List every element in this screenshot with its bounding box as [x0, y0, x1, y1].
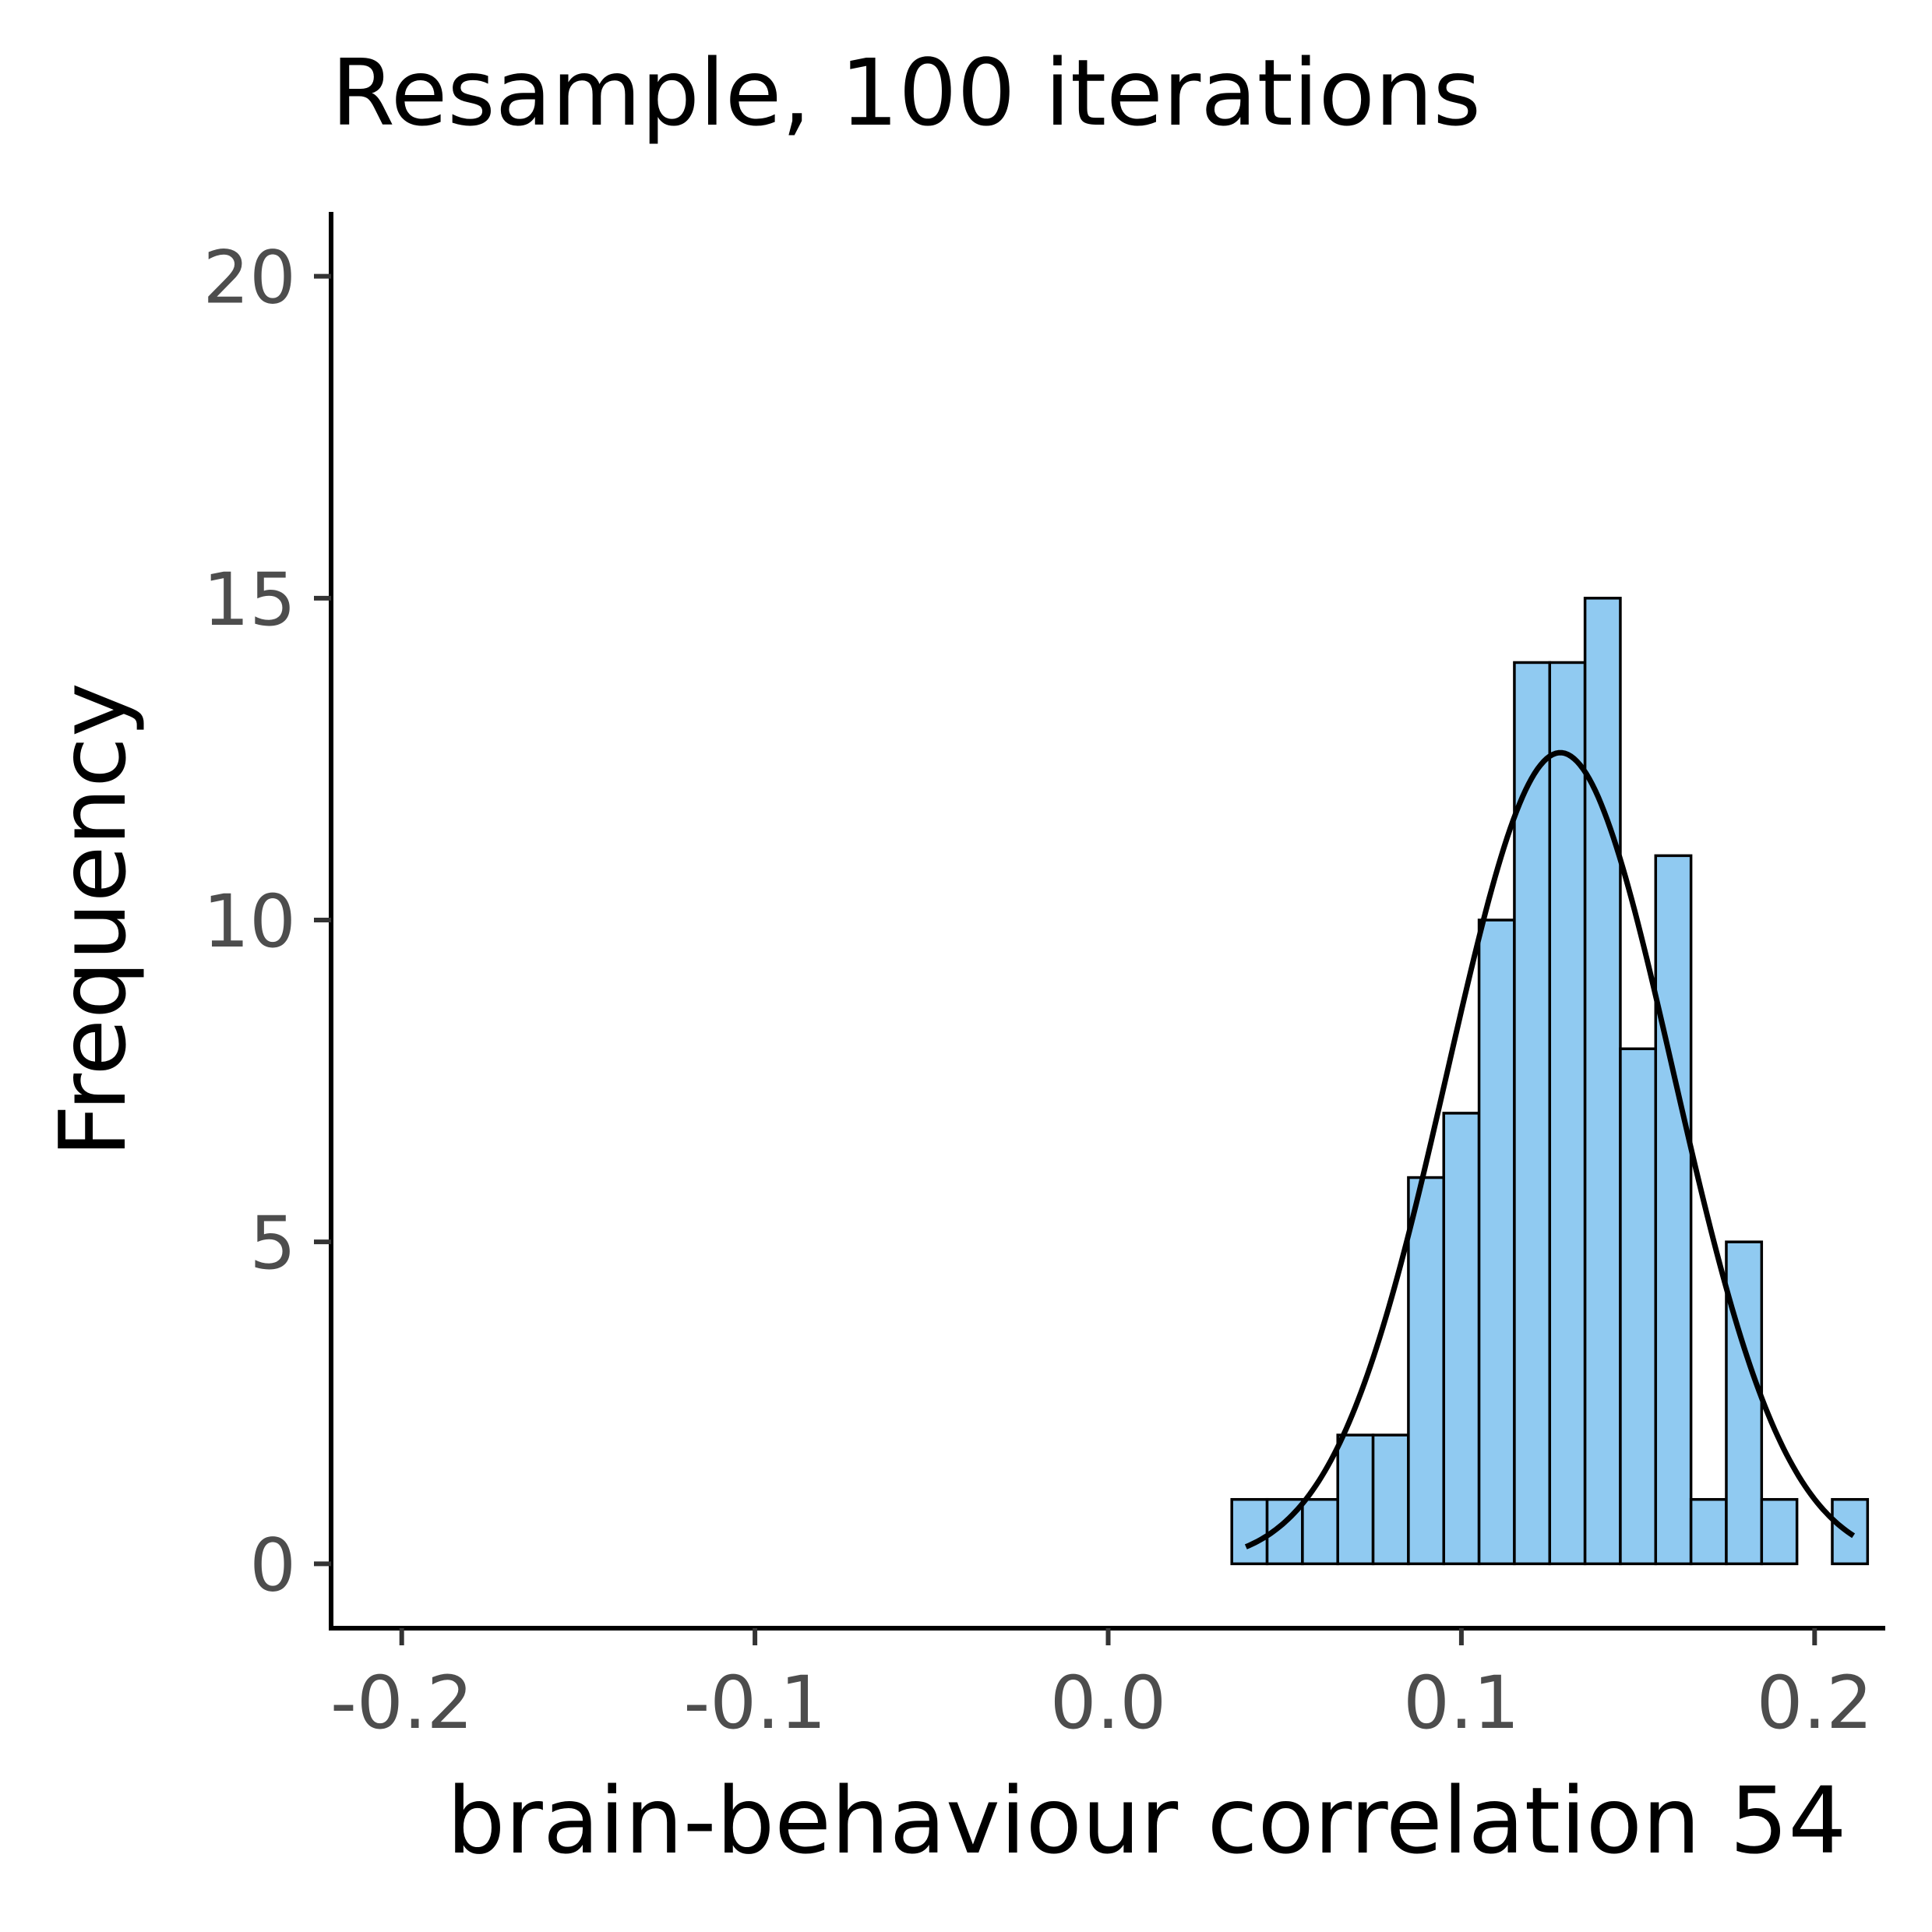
normal-fit-curve: [1244, 749, 1856, 1549]
y-tick-label-3: 15: [203, 558, 296, 643]
y-ticks-group: 0 5 10 15 20: [203, 236, 331, 1608]
x-ticks-group: -0.2 -0.1 0.0 0.1 0.2: [330, 1628, 1873, 1746]
y-tick-label-0: 0: [249, 1523, 296, 1608]
bars-group: [1230, 597, 1870, 1566]
histogram-bar-8: [1513, 661, 1552, 1566]
y-tick-label-4: 20: [203, 236, 296, 321]
histogram-bar-11: [1619, 1047, 1658, 1566]
y-tick-label-2: 10: [203, 880, 296, 964]
histogram-bar-3: [1336, 1433, 1375, 1566]
histogram-bar-0: [1230, 1497, 1269, 1566]
histogram-bar-4: [1371, 1433, 1410, 1566]
x-axis-label: brain-behaviour correlation 54: [447, 1767, 1847, 1874]
x-tick-label-4: 0.2: [1757, 1661, 1874, 1746]
histogram-bar-14: [1725, 1240, 1764, 1566]
histogram-bar-9: [1548, 661, 1587, 1566]
x-tick-label-0: -0.2: [330, 1661, 473, 1746]
histogram-bar-7: [1477, 918, 1516, 1566]
chart-title: Resample, 100 iterations: [331, 39, 1481, 146]
histogram-bar-12: [1654, 854, 1693, 1566]
x-tick-label-2: 0.0: [1050, 1661, 1167, 1746]
y-axis-label: Frequency: [39, 682, 146, 1158]
y-tick-label-1: 5: [249, 1201, 296, 1286]
histogram-bar-10: [1583, 597, 1622, 1566]
histogram-bar-6: [1442, 1112, 1481, 1566]
x-tick-label-1: -0.1: [683, 1661, 826, 1746]
histogram-bar-5: [1407, 1176, 1445, 1566]
histogram-bar-2: [1301, 1497, 1339, 1566]
histogram-bar-13: [1689, 1497, 1728, 1566]
x-tick-label-3: 0.1: [1403, 1661, 1520, 1746]
histogram-bar-15: [1760, 1497, 1799, 1566]
